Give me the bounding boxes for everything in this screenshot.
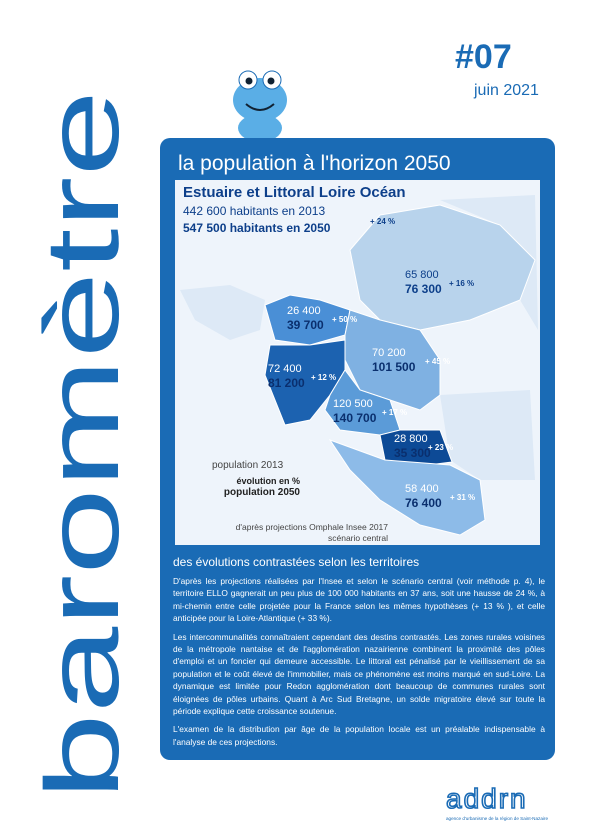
footer-logo: addrn (446, 783, 528, 814)
region-pop-2050: 76 300 (405, 282, 442, 296)
issue-number: #07 (455, 38, 512, 76)
paragraph: Les intercommunalités connaîtraient cepe… (173, 631, 545, 717)
region-pop-2013: 70 200 (372, 347, 406, 359)
legend-pop-2050: population 2050 (224, 487, 301, 498)
region-pop-2050: 35 300 (394, 446, 431, 460)
region-change: + 31 % (450, 493, 475, 502)
map-territory: Estuaire et Littoral Loire Océan (183, 184, 406, 201)
vertical-title: baromètre (25, 90, 141, 800)
region-change: + 12 % (311, 373, 336, 382)
paragraph: L'examen de la distribution par âge de l… (173, 724, 545, 747)
footer-tagline: agence d'urbanisme de la région de Saint… (446, 816, 548, 821)
region-pop-2013: 58 400 (405, 483, 439, 495)
legend-pop-2013: population 2013 (212, 460, 284, 471)
region-pop-2050: 81 200 (268, 376, 305, 390)
map (180, 195, 538, 536)
map-change: + 24 % (370, 217, 395, 226)
region-pop-2050: 101 500 (372, 360, 416, 374)
panel-title: la population à l'horizon 2050 (178, 152, 451, 175)
map-pop-2013: 442 600 habitants en 2013 (183, 204, 325, 218)
issue-date: juin 2021 (473, 82, 539, 99)
map-source: scénario central (328, 533, 388, 543)
region-pop-2013: 65 800 (405, 269, 439, 281)
region-change: + 45 % (425, 357, 450, 366)
region-pop-2050: 76 400 (405, 496, 442, 510)
region-pop-2050: 140 700 (333, 411, 377, 425)
region-pop-2013: 72 400 (268, 363, 302, 375)
map-source: d'après projections Omphale Insee 2017 (236, 522, 389, 532)
legend-change: évolution en % (236, 476, 300, 486)
map-pop-2050: 547 500 habitants en 2050 (183, 221, 331, 235)
region-change: + 17 % (382, 408, 407, 417)
section-title: des évolutions contrastées selon les ter… (173, 555, 420, 569)
region-pop-2050: 39 700 (287, 318, 324, 332)
paragraph: D'après les projections réalisées par l'… (173, 576, 545, 624)
region-pop-2013: 26 400 (287, 305, 321, 317)
region-change: + 23 % (428, 443, 453, 452)
region-pop-2013: 28 800 (394, 433, 428, 445)
region-change: + 50 % (332, 315, 357, 324)
region-change: + 16 % (449, 279, 474, 288)
region-pop-2013: 120 500 (333, 398, 373, 410)
article: des évolutions contrastées selon les ter… (173, 555, 545, 754)
frog-mascot (233, 70, 287, 142)
